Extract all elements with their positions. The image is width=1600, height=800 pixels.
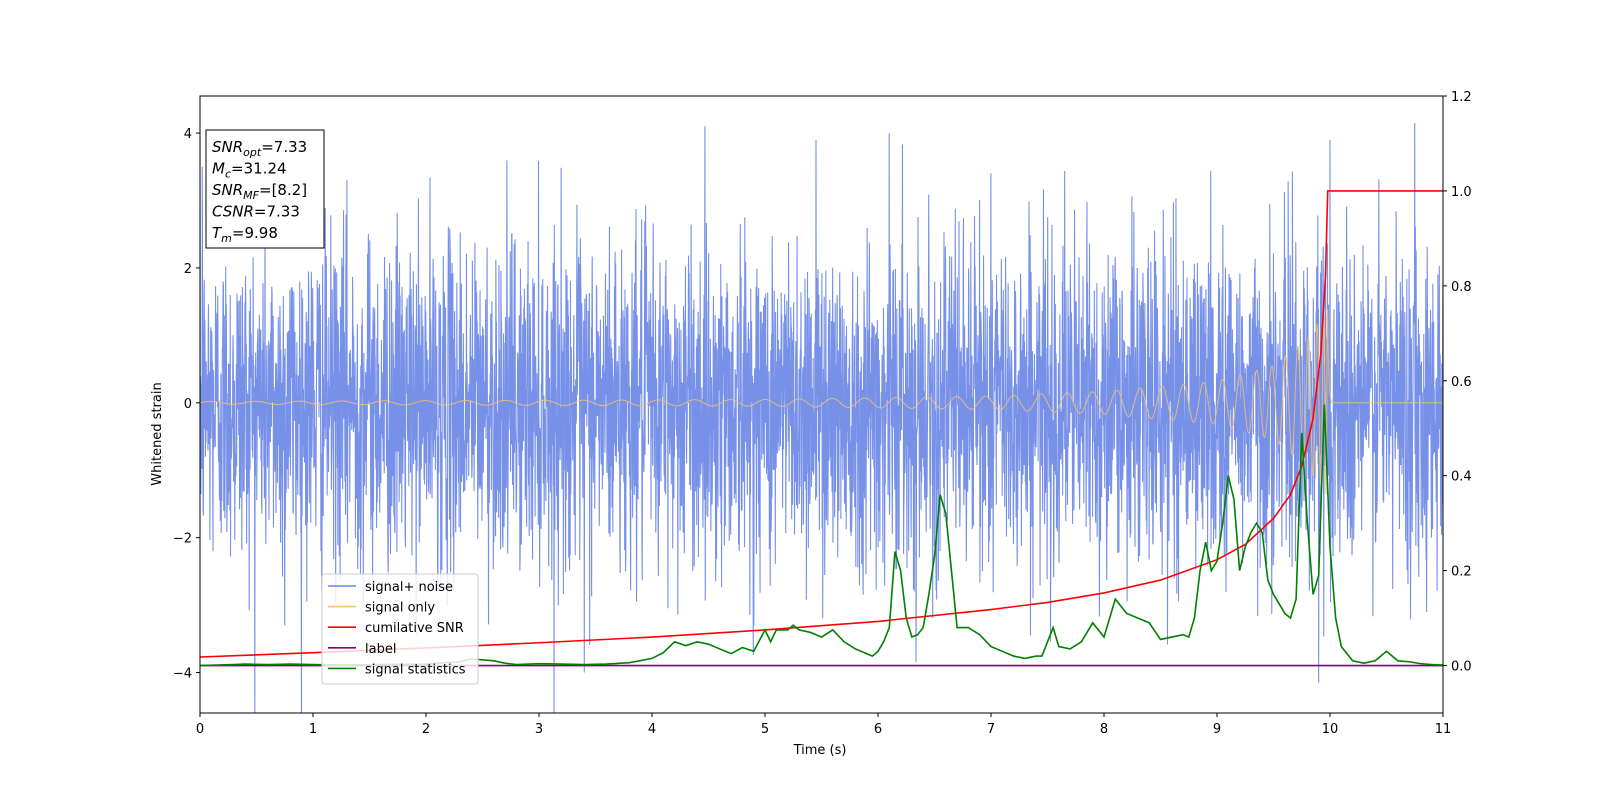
x-tick-label: 2 — [422, 722, 430, 737]
x-tick-label: 11 — [1435, 722, 1452, 737]
x-tick-label: 4 — [648, 722, 656, 737]
x-tick-label: 0 — [196, 722, 204, 737]
y-right-tick-label: 0.8 — [1451, 280, 1472, 295]
legend-label: signal+ noise — [365, 580, 453, 595]
x-tick-label: 1 — [309, 722, 317, 737]
ticks-layer: 0 1 2 3 4 5 6 7 8 9 10 11 −4 −2 0 2 4 0.0 0.2 0.4 0.6 0.8 1.0 1… — [173, 90, 1472, 737]
series-signal-only — [200, 308, 1443, 495]
y-left-tick-label: 0 — [184, 397, 192, 412]
y-right-tick-label: 0.2 — [1451, 565, 1472, 580]
legend-label: signal statistics — [365, 662, 466, 677]
x-tick-label: 5 — [761, 722, 769, 737]
info-line-mc: Mc=31.24 — [212, 160, 287, 181]
legend-frame — [321, 573, 479, 685]
y-right-tick-label: 0.6 — [1451, 375, 1472, 390]
legend-entry-signal-noise: signal+ noise — [328, 580, 453, 595]
y-right-tick-label: 0.4 — [1451, 470, 1472, 485]
x-tick-label: 10 — [1322, 722, 1339, 737]
legend-label: label — [365, 642, 396, 657]
y-right-tick-label: 1.2 — [1451, 90, 1472, 105]
x-tick-label: 3 — [535, 722, 543, 737]
info-box-frame — [205, 129, 325, 249]
y-left-tick-label: 2 — [184, 262, 192, 277]
y-right-tick-label: 1.0 — [1451, 185, 1472, 200]
legend-entry-label: label — [328, 642, 396, 657]
y-left-tick-label: −2 — [173, 532, 192, 547]
legend-label: cumilative SNR — [365, 621, 464, 636]
legend: signal+ noise signal only cumilative SNR la… — [321, 573, 479, 685]
legend-entry-signal-statistics: signal statistics — [328, 662, 466, 677]
legend-entry-cumilative-snr: cumilative SNR — [328, 621, 464, 636]
legend-entry-signal-only: signal only — [328, 601, 435, 616]
series-signal-noise — [200, 122, 1443, 713]
x-tick-label: 7 — [987, 722, 995, 737]
series-signal-statistics — [200, 404, 1443, 667]
info-line-snrmf: SNRMF=[8.2] — [212, 181, 307, 202]
x-tick-label: 9 — [1213, 722, 1221, 737]
y-left-tick-label: 4 — [184, 127, 192, 142]
x-axis-label: Time (s) — [793, 743, 847, 758]
info-line-snropt: SNRopt=7.33 — [212, 138, 307, 159]
y-left-tick-label: −4 — [173, 667, 192, 682]
y-axis-label: Whitened strain — [150, 382, 165, 485]
x-tick-label: 6 — [874, 722, 882, 737]
legend-label: signal only — [365, 601, 435, 616]
series-cumilative-snr — [200, 190, 1443, 658]
plot-frame — [199, 95, 1444, 714]
x-tick-label: 8 — [1100, 722, 1108, 737]
y-right-tick-label: 0.0 — [1451, 660, 1472, 675]
info-line-tm: Tm=9.98 — [212, 224, 278, 245]
info-line-csnr: CSNR=7.33 — [212, 203, 300, 221]
